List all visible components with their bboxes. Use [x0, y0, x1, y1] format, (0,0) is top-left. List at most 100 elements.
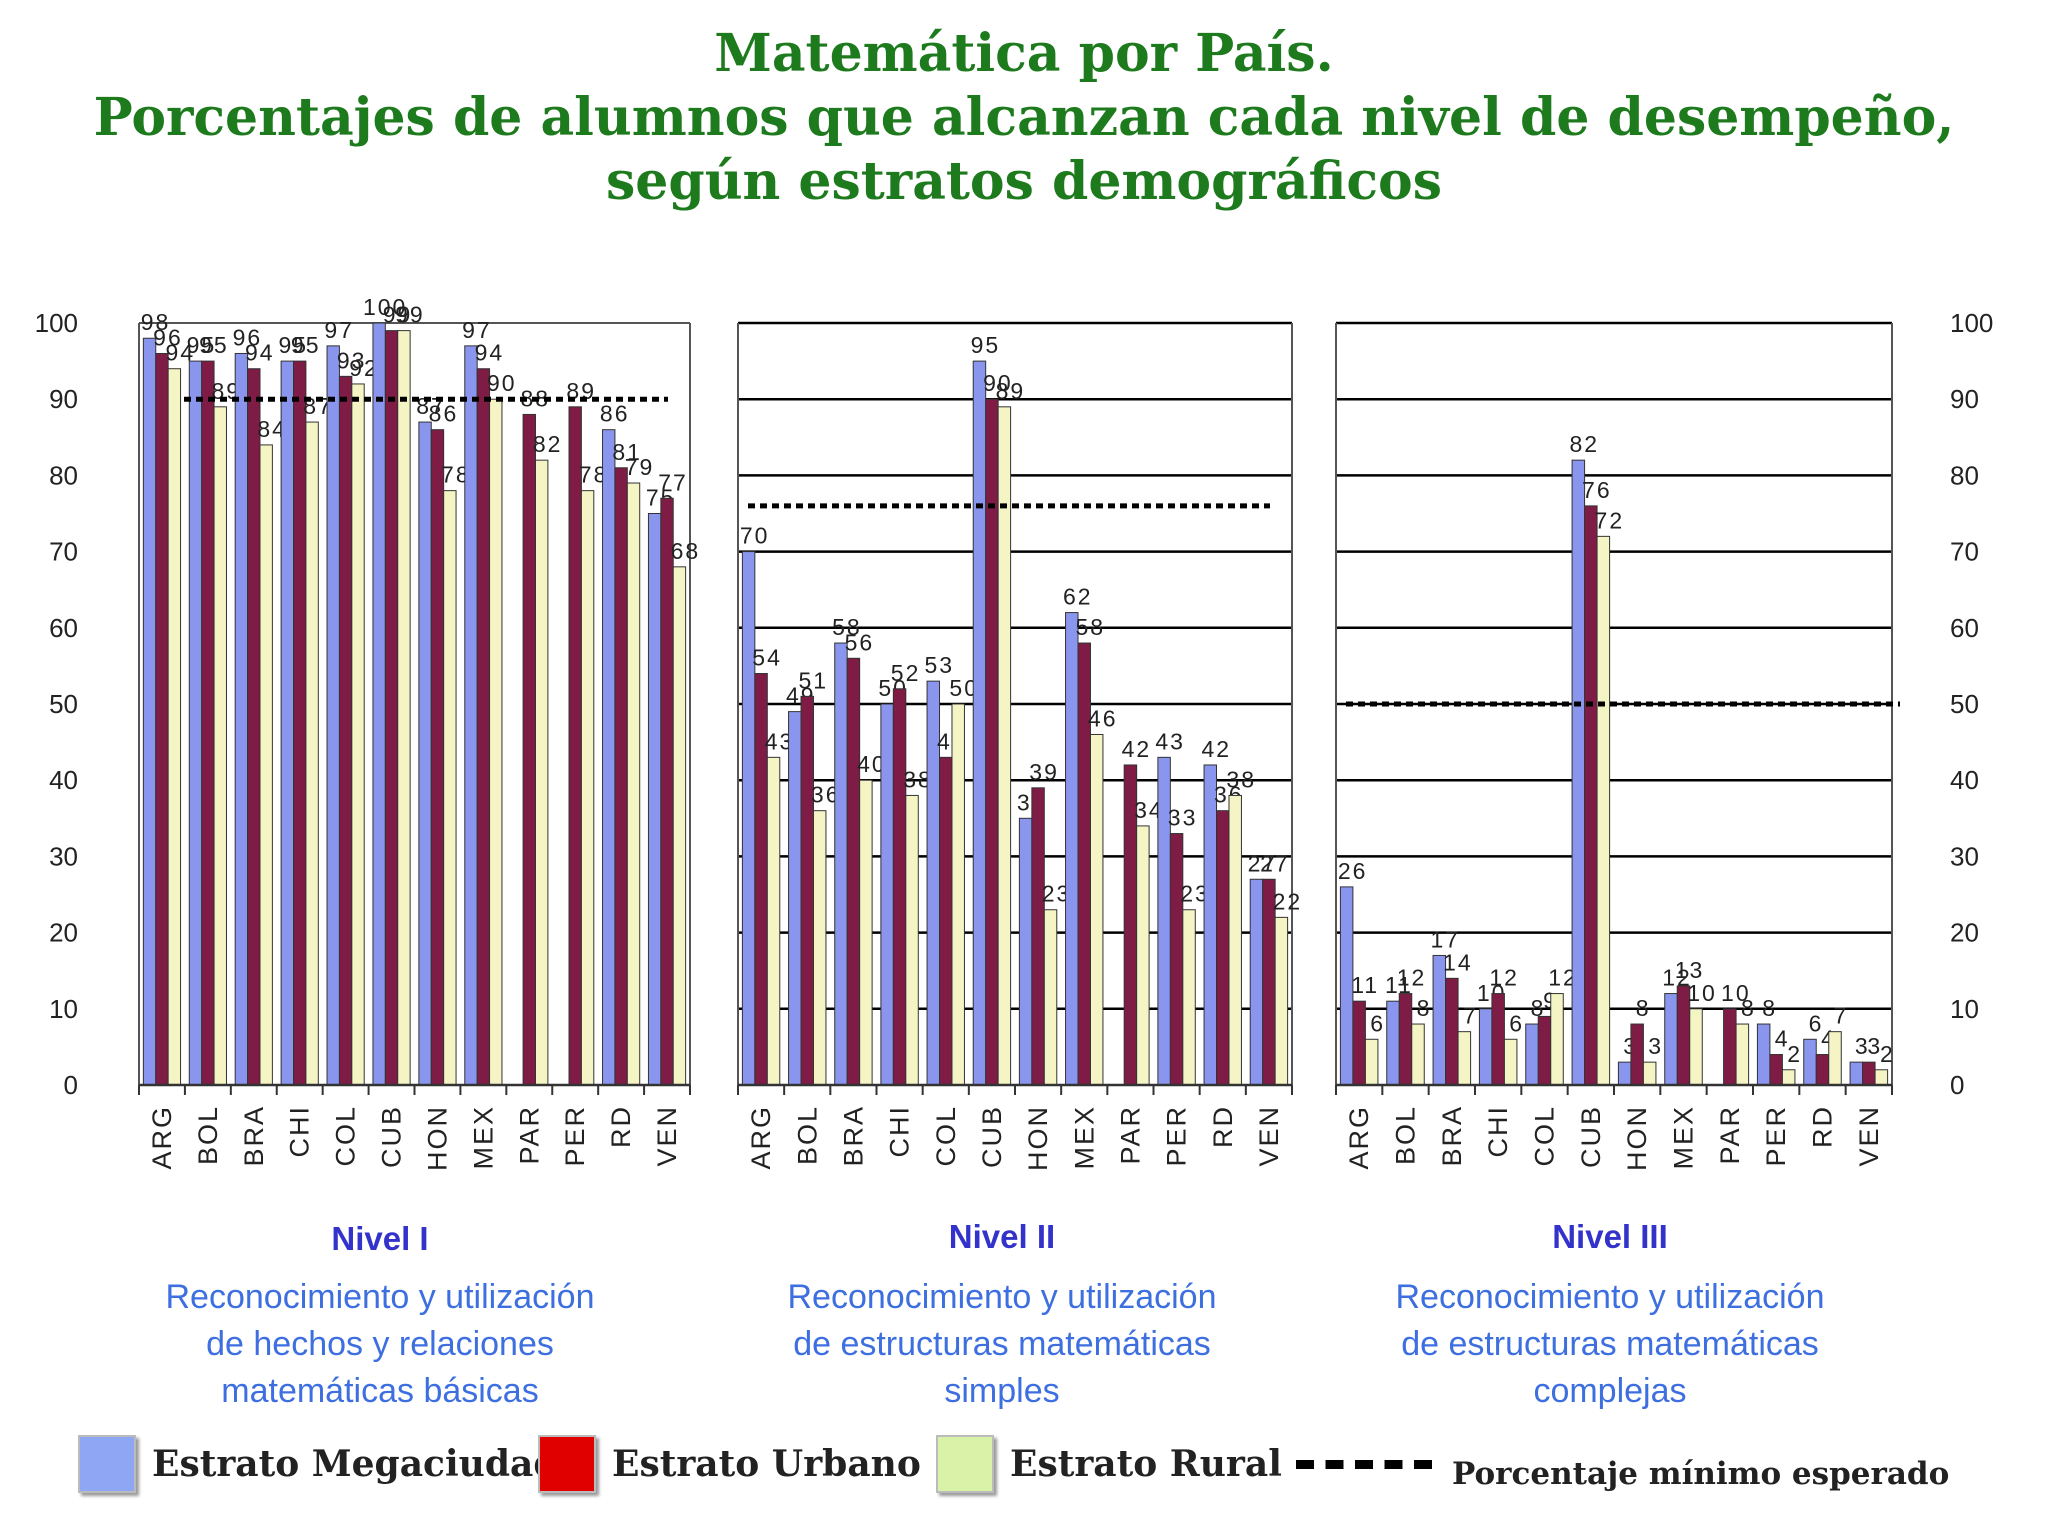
bar-megaciudad [1478, 1008, 1493, 1086]
bar-rural [1503, 1038, 1518, 1086]
data-label: 90 [487, 370, 517, 396]
bar-megaciudad [464, 345, 478, 1086]
bar-urbano [1630, 1023, 1644, 1086]
x-category-label: VEN [1254, 1105, 1284, 1167]
bar-rural [1828, 1031, 1842, 1086]
bar-rural [812, 810, 827, 1086]
x-category-label: RD [1808, 1105, 1838, 1148]
legend-label-minimo: Porcentaje mínimo esperado [1452, 1456, 1950, 1492]
panel-1-level-title: Nivel I [331, 1220, 429, 1257]
y-tick-label-right: 60 [1950, 613, 1979, 643]
data-label: 70 [740, 523, 770, 549]
data-label: 14 [1443, 949, 1473, 975]
bar-urbano [800, 695, 814, 1086]
bar-megaciudad [1525, 1023, 1539, 1086]
data-label: 95 [291, 332, 321, 358]
bar-megaciudad [372, 322, 386, 1086]
x-category-label: CHI [885, 1105, 915, 1158]
panel-1-caption: Reconocimiento y utilización de hechos y… [100, 1274, 660, 1415]
legend-item-minimo: Porcentaje mínimo esperado [1296, 1432, 1949, 1496]
data-label: 89 [996, 378, 1026, 404]
y-tick-label-right: 0 [1950, 1070, 1964, 1100]
data-label: 42 [1201, 736, 1231, 762]
bar-rural [1689, 1008, 1703, 1086]
x-category-label: ARG [746, 1105, 776, 1170]
bar-urbano [568, 406, 582, 1086]
panel-1-caption-line: matemáticas básicas [221, 1372, 539, 1410]
bar-megaciudad [1617, 1061, 1632, 1086]
bar-urbano [1723, 1008, 1737, 1086]
bar-megaciudad [834, 642, 848, 1086]
y-tick-label-left: 20 [49, 918, 78, 948]
data-label: 58 [832, 614, 862, 640]
data-label: 10 [1687, 980, 1717, 1006]
x-category-label: CUB [1576, 1105, 1606, 1168]
legend-dash-minimo [1296, 1459, 1432, 1469]
bar-megaciudad [880, 703, 894, 1086]
y-tick-label-right: 40 [1950, 765, 1979, 795]
data-label: 78 [579, 462, 609, 488]
data-label: 58 [1075, 614, 1105, 640]
data-label: 8 [1762, 995, 1777, 1021]
x-category-label: CHI [1483, 1105, 1513, 1158]
bar-rural [1136, 825, 1150, 1086]
bar-rural [672, 566, 687, 1086]
bar-rural [997, 406, 1012, 1086]
bar-urbano [476, 368, 491, 1086]
x-category-label: PER [560, 1105, 590, 1167]
data-label: 81 [612, 439, 642, 465]
y-tick-label-right: 10 [1950, 994, 1979, 1024]
data-label: 8 [1636, 995, 1651, 1021]
data-label: 27 [1260, 850, 1290, 876]
data-label: 86 [429, 401, 459, 427]
data-label: 78 [441, 462, 471, 488]
data-label: 38 [1226, 766, 1256, 792]
data-label: 95 [187, 332, 217, 358]
data-label: 27 [1248, 850, 1278, 876]
data-label: 7 [1463, 1003, 1478, 1029]
data-label: 12 [1397, 965, 1427, 991]
bar-urbano [1398, 993, 1413, 1086]
x-category-label: BRA [239, 1105, 269, 1167]
x-category-label: COL [331, 1105, 361, 1167]
bar-urbano [1815, 1054, 1830, 1086]
bar-urbano [846, 657, 861, 1086]
x-category-label: PAR [1715, 1105, 1745, 1165]
bar-urbano [1862, 1061, 1876, 1086]
bar-megaciudad [1849, 1061, 1864, 1086]
panel-3-caption-line: de estructuras matemáticas [1401, 1325, 1819, 1363]
bar-rural [397, 330, 411, 1086]
data-label: 12 [1548, 965, 1578, 991]
data-label: 95 [199, 332, 229, 358]
y-tick-label-left: 50 [49, 689, 78, 719]
bar-rural [1228, 794, 1242, 1086]
data-label: 84 [257, 416, 287, 442]
x-category-label: COL [1530, 1105, 1560, 1167]
y-tick-label-right: 50 [1950, 689, 1979, 719]
x-category-label: RD [1208, 1105, 1238, 1148]
data-label: 95 [971, 332, 1001, 358]
bar-megaciudad [1065, 612, 1079, 1086]
bar-rural [1043, 909, 1058, 1086]
bar-urbano [293, 360, 307, 1086]
x-category-label: CUB [377, 1105, 407, 1168]
legend-swatch-rural [936, 1435, 994, 1493]
bar-rural [1182, 909, 1196, 1086]
legend-label-urbano: Estrato Urbano [612, 1443, 921, 1485]
y-tick-label-right: 100 [1950, 308, 1993, 338]
data-label: 96 [153, 324, 183, 350]
data-label: 99 [383, 302, 413, 328]
y-tick-label-left: 30 [49, 841, 78, 871]
data-label: 46 [1088, 705, 1118, 731]
bar-urbano [1169, 833, 1184, 1086]
bar-rural [1781, 1069, 1796, 1086]
data-label: 43 [1155, 728, 1185, 754]
data-label: 96 [233, 324, 263, 350]
data-label: 98 [141, 309, 171, 335]
bar-rural [443, 490, 457, 1086]
panel-2-level-title: Nivel II [948, 1218, 1056, 1255]
bar-megaciudad [647, 513, 662, 1086]
x-category-label: COL [931, 1105, 961, 1167]
bar-rural [259, 444, 273, 1086]
